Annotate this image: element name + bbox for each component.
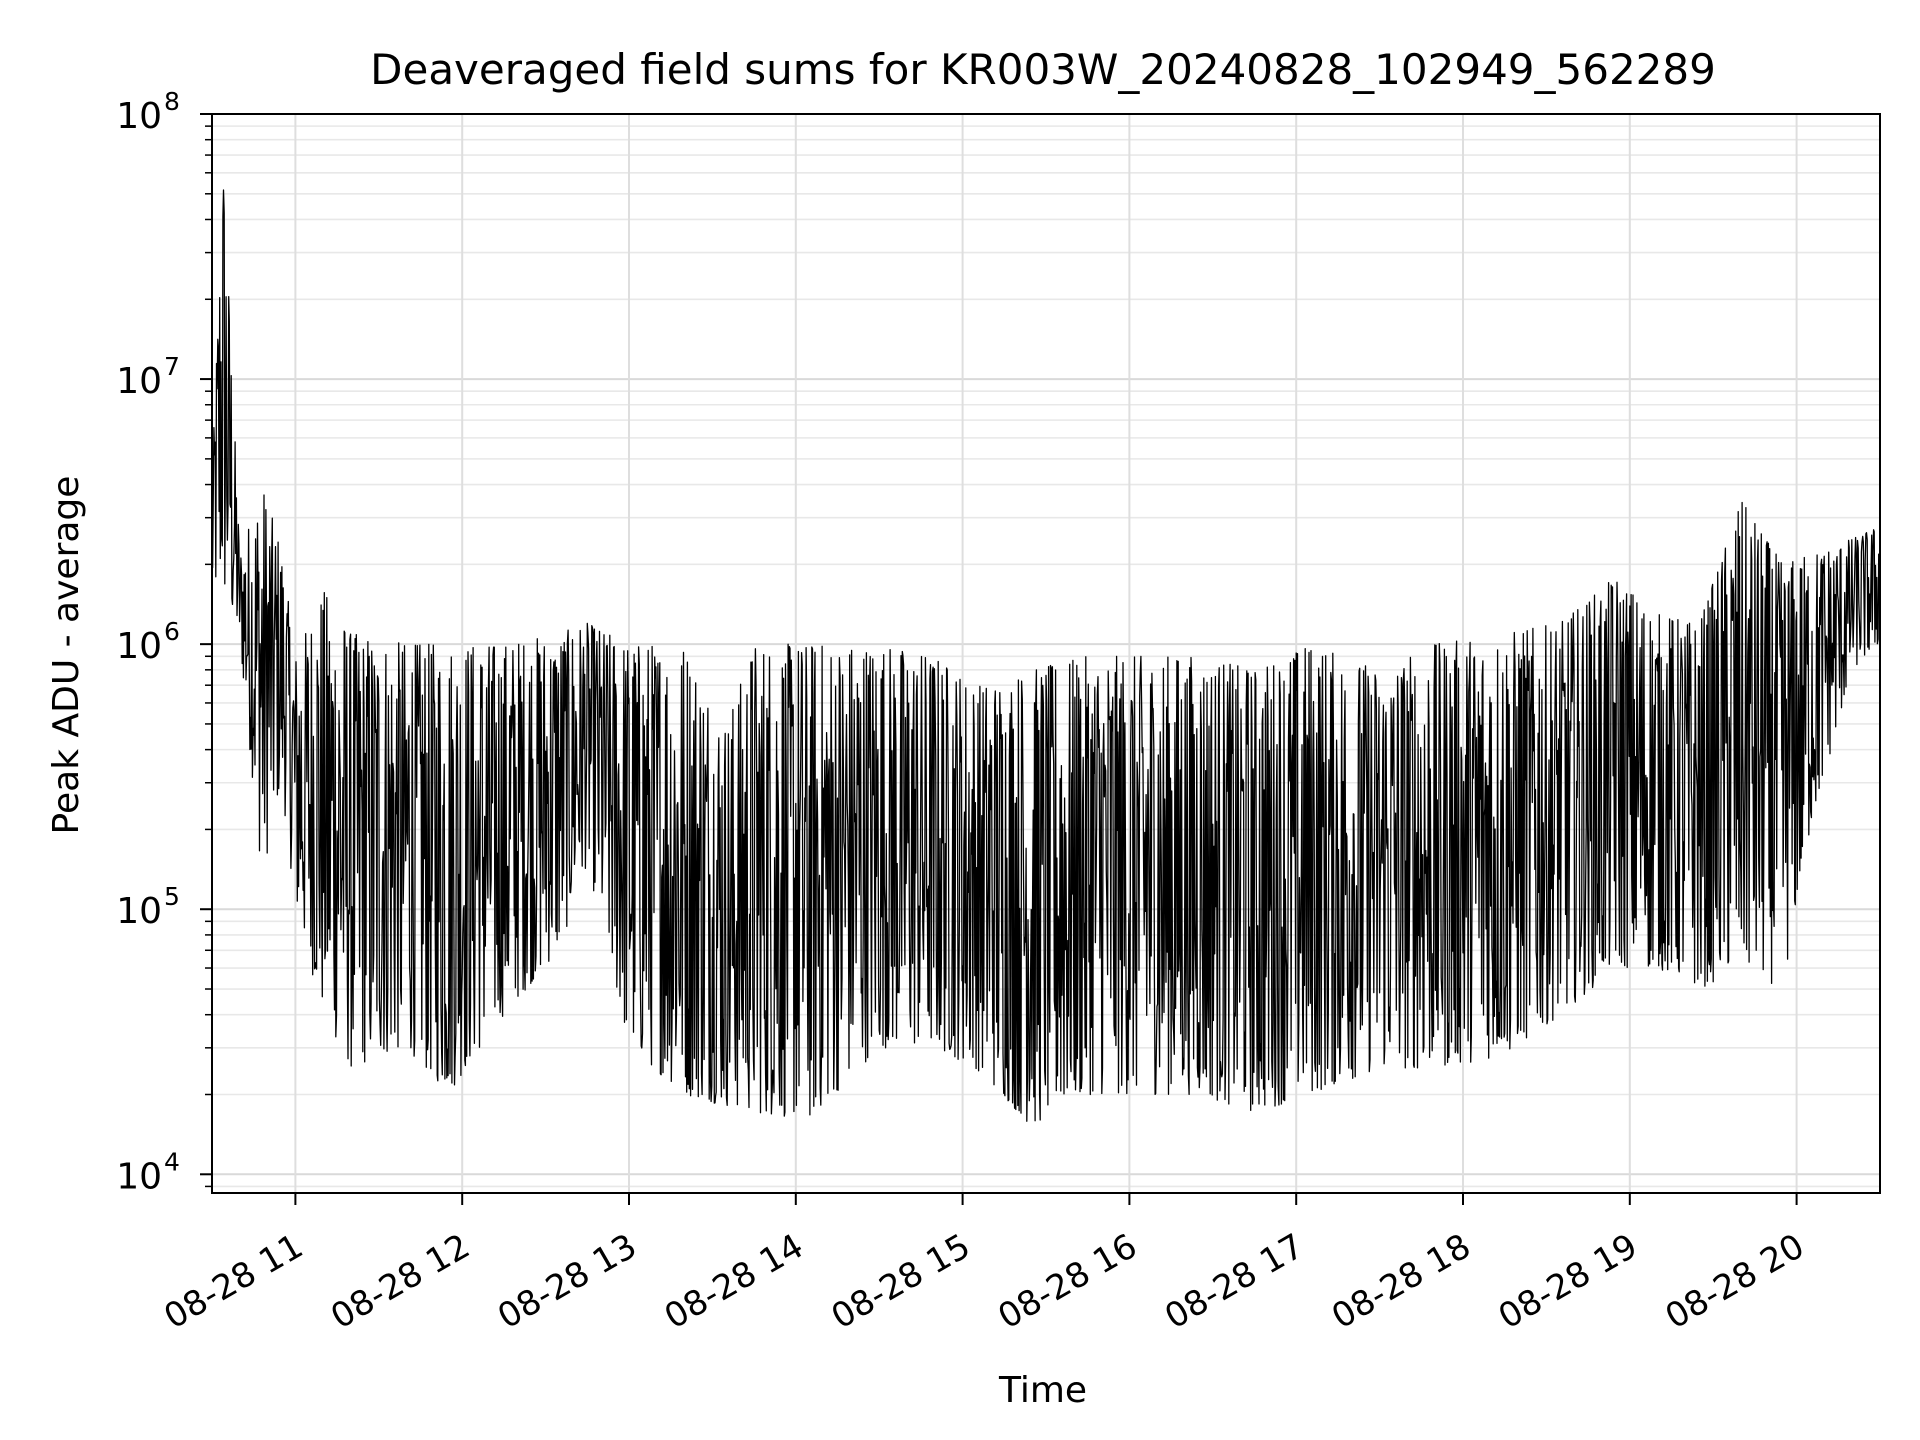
x-axis-label: Time xyxy=(998,1370,1087,1411)
y-tick-exponent: 7 xyxy=(164,352,180,381)
series-line xyxy=(211,189,1881,1122)
y-tick-label: 10 xyxy=(116,96,162,137)
y-tick-exponent: 5 xyxy=(164,882,180,911)
y-axis-label: Peak ADU - average xyxy=(46,476,87,835)
y-tick-exponent: 8 xyxy=(164,87,180,116)
y-tick-label: 10 xyxy=(116,891,162,932)
chart-title: Deaveraged field sums for KR003W_2024082… xyxy=(370,45,1716,94)
y-tick-label: 10 xyxy=(116,626,162,667)
y-tick-exponent: 6 xyxy=(164,617,180,646)
y-tick-label: 10 xyxy=(116,1156,162,1197)
series xyxy=(211,189,1881,1122)
y-tick-exponent: 4 xyxy=(164,1147,180,1176)
y-tick-label: 10 xyxy=(116,361,162,402)
plot-frame xyxy=(211,113,1881,1194)
